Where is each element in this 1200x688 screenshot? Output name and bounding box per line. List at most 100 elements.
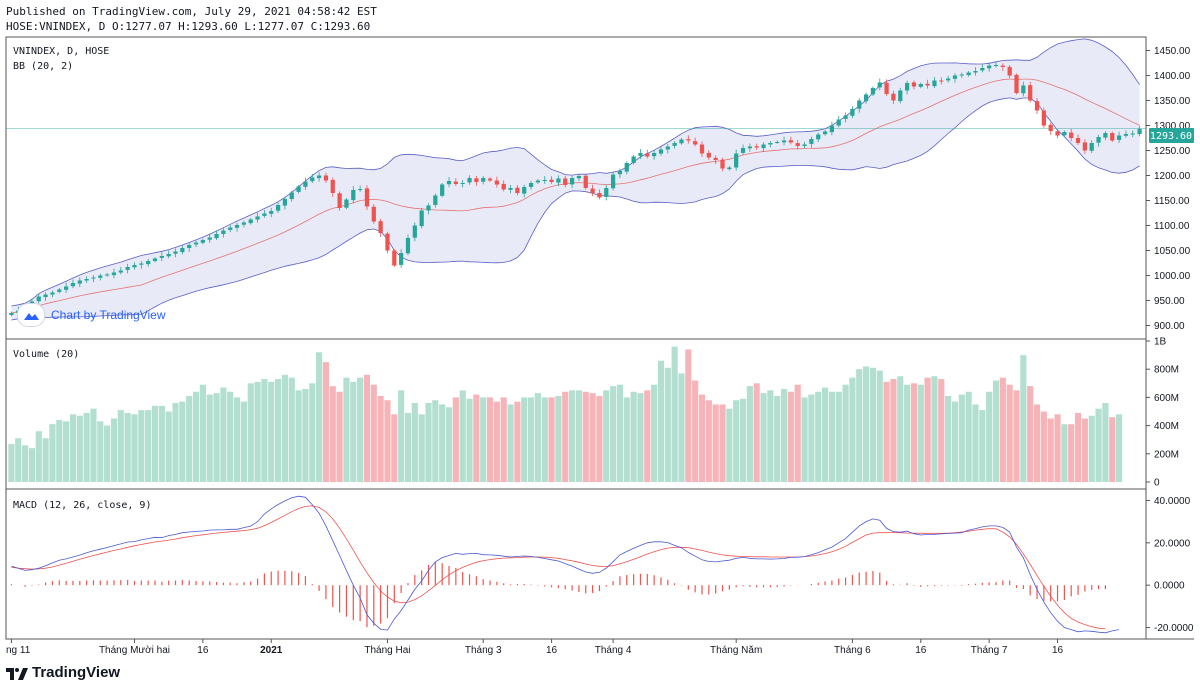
volume-bar (582, 391, 589, 482)
volume-bar (835, 391, 842, 482)
candle (275, 202, 281, 213)
candle-body (111, 272, 117, 276)
price-axis-tick-label: 1450.00 (1154, 46, 1191, 57)
time-axis-label: Tháng Năm (710, 645, 762, 656)
candle-body (501, 183, 506, 190)
candle-body (918, 84, 923, 87)
volume-bar (56, 419, 63, 482)
candle (1116, 131, 1122, 143)
bb-basis-line (11, 78, 1140, 314)
volume-bar (336, 391, 343, 482)
candle-body (549, 179, 554, 182)
candle-body (809, 139, 814, 144)
volume-bar (391, 414, 398, 482)
tv-logo-icon (6, 667, 28, 680)
volume-bar (1040, 411, 1047, 482)
candle (809, 136, 814, 148)
volume-bar (83, 412, 90, 482)
candle (747, 143, 752, 152)
candle-body (822, 131, 828, 135)
volume-bar (746, 386, 753, 482)
candle-body (1110, 133, 1115, 141)
candle (966, 71, 971, 77)
candle (1096, 134, 1101, 147)
volume-bar (698, 394, 706, 482)
chart-watermark[interactable]: Chart by TradingView (17, 303, 166, 327)
volume-bar (651, 384, 658, 482)
volume-bar (69, 414, 77, 482)
volume-bar (685, 349, 692, 482)
candle (693, 137, 698, 147)
time-axis-label: Tháng Hai (364, 645, 410, 656)
candle (870, 86, 876, 96)
volume-bar (22, 445, 29, 482)
price-axis-tick-label: 1400.00 (1154, 71, 1191, 82)
candle-body (159, 256, 164, 258)
candle (1028, 81, 1033, 103)
candle (70, 279, 76, 289)
candle-body (706, 152, 711, 158)
volume-bar (890, 379, 897, 482)
candle (63, 282, 69, 293)
candle-body (105, 274, 110, 276)
candle (419, 207, 424, 229)
candle-body (734, 153, 739, 168)
candle (166, 250, 171, 259)
tradingview-logo[interactable]: TradingView (6, 664, 120, 681)
candle-body (870, 88, 876, 95)
candle (556, 175, 561, 187)
candle (617, 168, 623, 179)
candle (371, 204, 376, 224)
candle (118, 267, 123, 275)
volume-bar (254, 381, 261, 482)
volume-bar (418, 414, 425, 482)
time-axis-label: Tháng 7 (971, 645, 1008, 656)
candle-body (911, 82, 917, 87)
candle-body (248, 219, 253, 224)
candle (946, 75, 951, 83)
volume-bar (719, 404, 726, 482)
candle (1021, 81, 1026, 97)
candle-body (228, 227, 233, 230)
candle-body (522, 187, 527, 194)
candle-body (262, 213, 267, 216)
price-axis-tick-label: 1350.00 (1154, 96, 1191, 107)
candle (405, 234, 411, 256)
candle (282, 196, 288, 210)
candle-body (980, 68, 985, 71)
candle (255, 212, 260, 223)
candle (412, 222, 417, 242)
candle-body (426, 205, 431, 211)
candle-body (952, 75, 958, 79)
volume-bar (288, 377, 295, 482)
candle-body (1116, 135, 1122, 140)
candle-body (761, 144, 766, 149)
candle (775, 140, 780, 144)
volume-bar (186, 395, 193, 482)
candle-body (378, 221, 383, 233)
macd-axis-tick-label: 20.0000 (1154, 538, 1191, 549)
volume-bar (220, 387, 227, 482)
volume-bar (671, 346, 678, 482)
candle (624, 161, 629, 175)
candle (727, 166, 732, 171)
candle-body (84, 279, 89, 281)
candle-body (720, 159, 725, 169)
volume-bar (329, 386, 336, 482)
candle (1055, 129, 1060, 139)
volume-bar (842, 384, 849, 482)
candle (973, 67, 978, 76)
candle-body (645, 153, 650, 157)
candle (36, 293, 41, 304)
volume-bar (507, 404, 514, 482)
candle-body (193, 242, 199, 245)
candle (262, 210, 267, 218)
volume-bar (500, 397, 507, 482)
candle-body (385, 233, 390, 251)
candle (734, 149, 739, 171)
volume-bar (459, 390, 466, 482)
volume-bar (917, 384, 924, 482)
candle (1041, 107, 1046, 128)
candle (337, 191, 342, 211)
